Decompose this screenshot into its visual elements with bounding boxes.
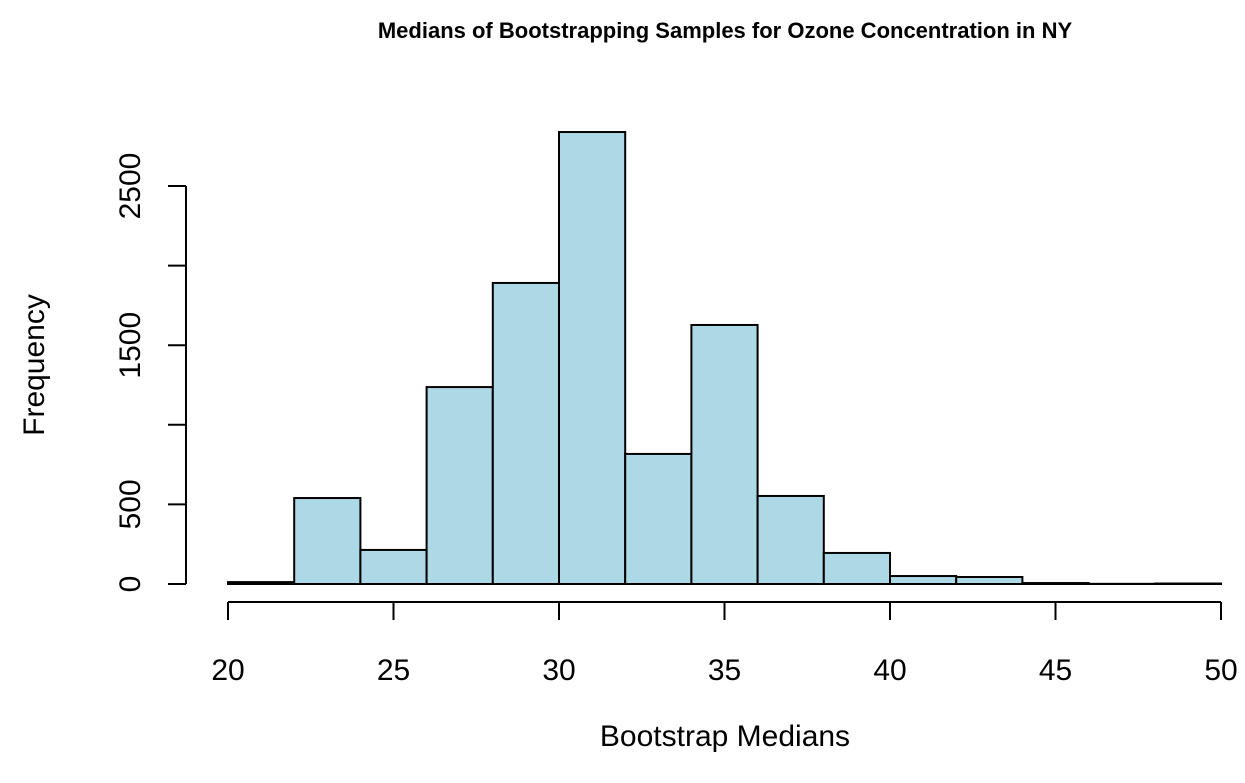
y-tick-label: 2500	[114, 153, 147, 220]
x-axis-label: Bootstrap Medians	[600, 720, 850, 753]
chart-title: Medians of Bootstrapping Samples for Ozo…	[378, 18, 1073, 43]
bar	[425, 386, 494, 586]
y-axis-label: Frequency	[18, 294, 51, 436]
x-tick-label: 40	[873, 654, 906, 687]
bar	[293, 497, 362, 586]
x-tick-label: 25	[377, 654, 410, 687]
bar	[756, 494, 825, 585]
x-tick-label: 20	[211, 654, 244, 687]
bar	[359, 548, 428, 586]
x-tick-label: 35	[708, 654, 741, 687]
x-tick-label: 50	[1204, 654, 1237, 687]
bar	[227, 581, 296, 585]
bar	[558, 131, 627, 586]
x-tick-label: 30	[542, 654, 575, 687]
bar	[955, 575, 1024, 585]
y-tick-label: 1500	[114, 312, 147, 379]
bar	[889, 575, 958, 585]
x-tick-label: 45	[1039, 654, 1072, 687]
bar	[624, 452, 693, 585]
y-tick-label: 0	[114, 576, 147, 593]
bar	[1021, 582, 1090, 585]
y-tick-label: 500	[114, 479, 147, 529]
bar	[822, 551, 891, 585]
bar	[491, 281, 560, 585]
bar	[690, 323, 759, 585]
